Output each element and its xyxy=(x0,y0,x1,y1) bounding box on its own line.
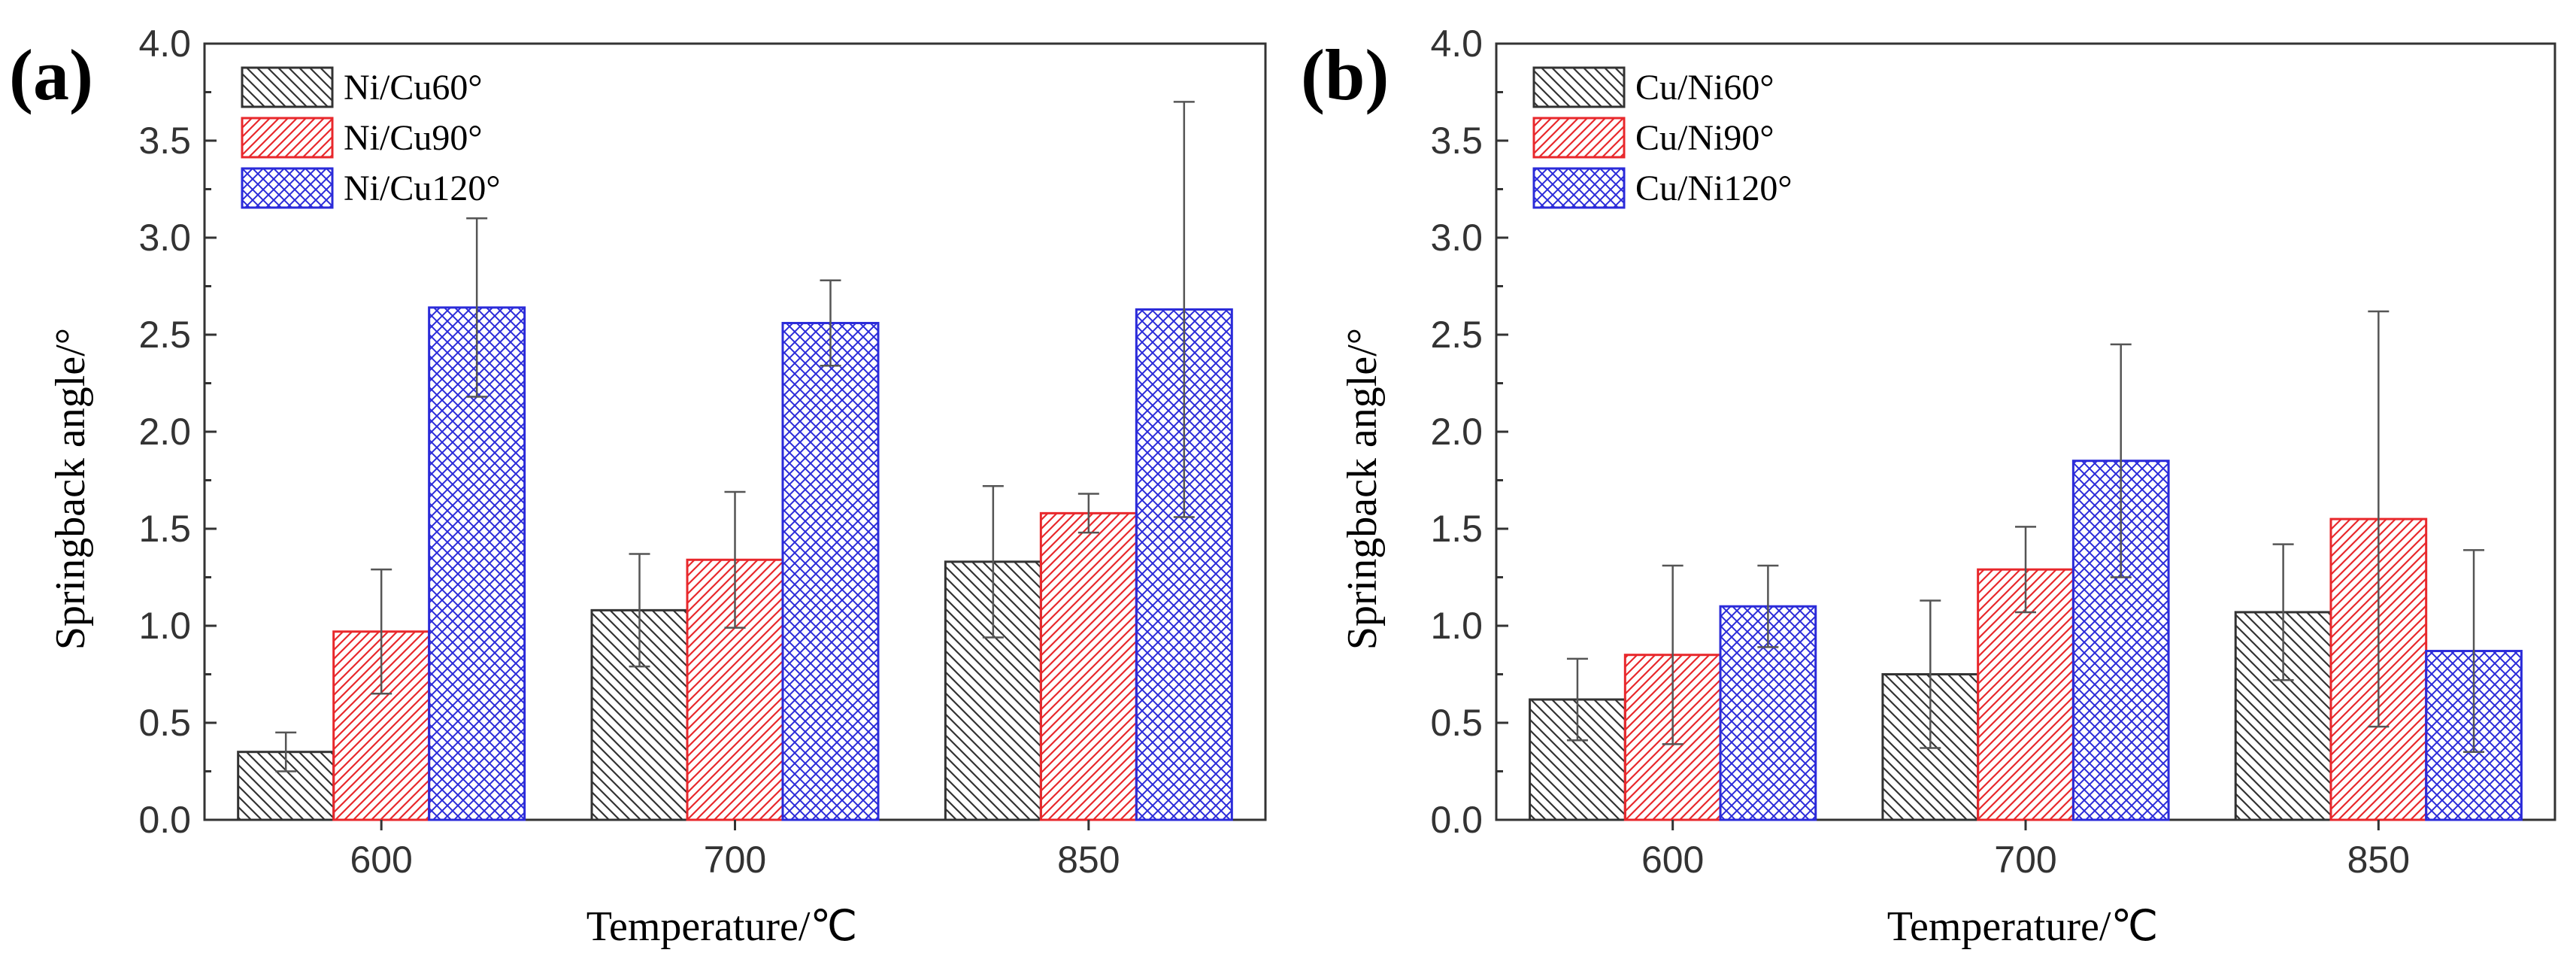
bar xyxy=(1039,511,1138,821)
legend-label: Ni/Cu120° xyxy=(344,168,501,208)
y-tick-label: 0.5 xyxy=(138,702,191,744)
x-tick-label: 600 xyxy=(1641,839,1704,881)
y-tick-label: 3.5 xyxy=(138,120,191,162)
legend-label: Cu/Ni60° xyxy=(1635,68,1774,108)
y-tick-label: 2.0 xyxy=(138,411,191,453)
panel-label: (b) xyxy=(1301,35,1389,115)
x-tick-label: 700 xyxy=(1994,839,2056,881)
y-tick-label: 4.0 xyxy=(138,23,191,65)
x-tick-label: 600 xyxy=(350,839,412,881)
y-tick-label: 3.5 xyxy=(1430,120,1483,162)
legend-label: Ni/Cu90° xyxy=(344,118,483,158)
bar xyxy=(781,322,880,821)
y-tick-label: 0.0 xyxy=(1430,799,1483,841)
y-tick-label: 1.0 xyxy=(1430,605,1483,647)
y-tick-label: 1.0 xyxy=(138,605,191,647)
x-tick-label: 850 xyxy=(2347,839,2410,881)
legend-swatch xyxy=(241,167,334,209)
plot-area: 0.0 0.5 1.0 1.5 2.0 2.5 3.0 3.5 4.0 600 700 850 Cu/N… xyxy=(1430,23,2556,881)
legend-label: Cu/Ni90° xyxy=(1635,118,1774,158)
bar xyxy=(428,306,526,821)
legend-swatch xyxy=(1532,66,1626,108)
panel-b: (b) Springback angle/° Temperature/℃ 0.0… xyxy=(1301,23,2556,950)
y-axis-title: Springback angle/° xyxy=(1339,328,1386,650)
y-tick-label: 0.5 xyxy=(1430,702,1483,744)
x-tick-label: 850 xyxy=(1057,839,1120,881)
y-axis-title: Springback angle/° xyxy=(47,328,94,650)
y-tick-label: 1.5 xyxy=(1430,508,1483,550)
legend-swatch xyxy=(1532,167,1626,209)
y-tick-label: 2.5 xyxy=(1430,314,1483,356)
legend-swatch xyxy=(1532,117,1626,159)
x-tick-label: 700 xyxy=(704,839,766,881)
y-tick-label: 3.0 xyxy=(138,217,191,259)
panel-a: (a) Springback angle/° Temperature/℃ 0.0… xyxy=(9,23,1267,950)
legend-label: Cu/Ni120° xyxy=(1635,168,1793,208)
y-tick-label: 4.0 xyxy=(1430,23,1483,65)
y-tick-label: 3.0 xyxy=(1430,217,1483,259)
panel-label: (a) xyxy=(9,35,93,115)
legend-swatch xyxy=(241,117,334,159)
y-tick-label: 2.5 xyxy=(138,314,191,356)
y-tick-label: 0.0 xyxy=(138,799,191,841)
y-tick-label: 2.0 xyxy=(1430,411,1483,453)
legend-swatch xyxy=(241,66,334,108)
plot-area: 0.0 0.5 1.0 1.5 2.0 2.5 3.0 3.5 4.0 600 700 850 Ni/C… xyxy=(138,23,1267,881)
legend-label: Ni/Cu60° xyxy=(344,68,483,108)
x-axis-title: Temperature/℃ xyxy=(586,903,858,950)
y-tick-label: 1.5 xyxy=(138,508,191,550)
x-axis-title: Temperature/℃ xyxy=(1887,903,2159,950)
